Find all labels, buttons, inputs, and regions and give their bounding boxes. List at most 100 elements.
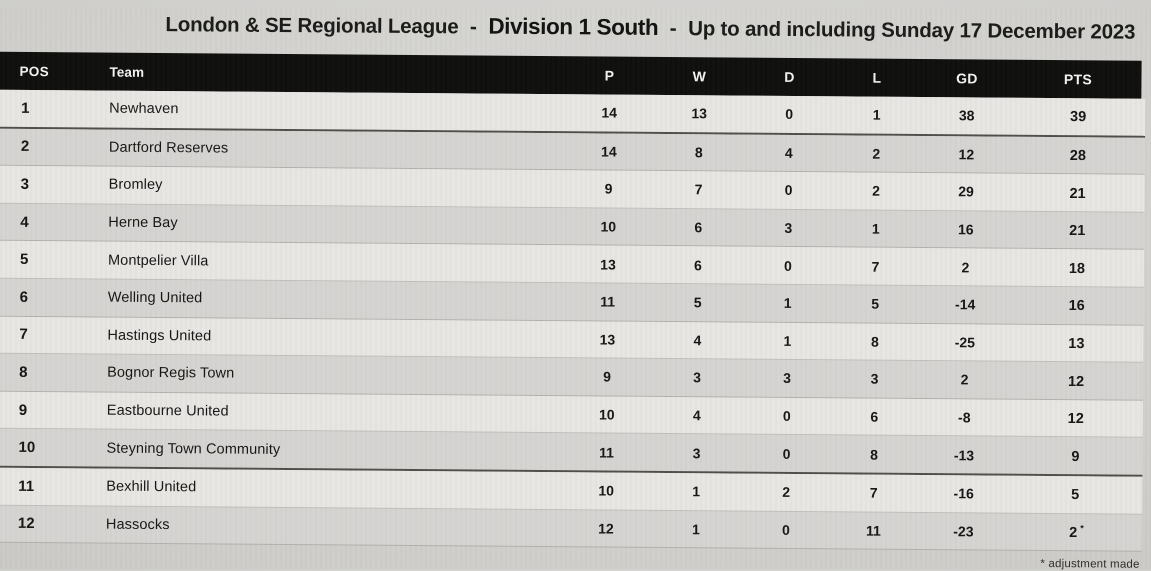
team-name-cell: Bognor Regis Town (87, 365, 562, 385)
header-lost: L (834, 69, 919, 86)
position-cell: 6 (0, 289, 88, 307)
points-value: 5 (1071, 487, 1079, 503)
goal-difference-cell: 38 (919, 107, 1014, 124)
team-name-cell: Newhaven (89, 101, 564, 121)
position-cell: 4 (0, 213, 88, 231)
header-won: W (654, 68, 744, 85)
table-body: 1 Newhaven 14 13 0 1 38 39 2 Dartford Re… (0, 90, 1145, 552)
points-cell: 2* (1011, 523, 1142, 542)
played-cell: 13 (563, 256, 653, 273)
team-name-cell: Dartford Reserves (89, 139, 564, 159)
points-cell: 12 (1012, 409, 1143, 428)
played-cell: 14 (564, 104, 654, 121)
won-cell: 7 (654, 181, 744, 198)
points-value: 21 (1069, 186, 1085, 202)
goal-difference-cell: -13 (916, 447, 1011, 464)
header-goal-difference: GD (919, 70, 1014, 87)
position-cell: 3 (0, 176, 89, 194)
goal-difference-cell: 29 (919, 183, 1014, 200)
position-cell: 1 (0, 100, 89, 118)
lost-cell: 7 (831, 485, 916, 502)
position-cell: 9 (0, 401, 87, 419)
lost-cell: 1 (833, 220, 918, 237)
team-name-cell: Hassocks (86, 516, 561, 536)
goal-difference-cell: -25 (917, 334, 1012, 351)
played-cell: 9 (564, 181, 654, 198)
position-cell: 2 (0, 138, 89, 156)
drawn-cell: 3 (742, 370, 832, 387)
position-cell: 12 (0, 515, 86, 533)
goal-difference-cell: -8 (917, 409, 1012, 426)
league-table-graphic: London & SE Regional League - Division 1… (0, 7, 1151, 571)
drawn-cell: 2 (741, 484, 831, 501)
lost-cell: 8 (832, 333, 917, 350)
goal-difference-cell: 12 (919, 146, 1014, 163)
points-adjustment-asterisk: * (1080, 523, 1084, 533)
drawn-cell: 0 (742, 408, 832, 425)
points-cell: 28 (1014, 146, 1145, 165)
points-cell: 21 (1013, 221, 1144, 240)
points-cell: 13 (1012, 334, 1143, 353)
won-cell: 3 (651, 445, 741, 462)
drawn-cell: 4 (744, 145, 834, 162)
points-value: 39 (1070, 109, 1086, 125)
points-cell: 12 (1012, 371, 1143, 390)
adjustment-footnote: * adjustment made (0, 550, 1148, 571)
points-value: 28 (1070, 148, 1086, 164)
lost-cell: 11 (831, 522, 916, 539)
title-separator-2: - (670, 17, 677, 40)
points-cell: 39 (1014, 107, 1145, 126)
won-cell: 4 (652, 407, 742, 424)
table-row: 12 Hassocks 12 1 0 11 -23 2* (0, 505, 1142, 552)
position-cell: 8 (0, 364, 87, 382)
position-cell: 10 (0, 439, 87, 457)
title-date-range: Up to and including Sunday 17 December 2… (688, 17, 1135, 44)
lost-cell: 3 (832, 371, 917, 388)
lost-cell: 1 (834, 107, 919, 124)
header-played: P (564, 67, 654, 84)
team-name-cell: Herne Bay (88, 215, 563, 235)
title-league-name: London & SE Regional League (165, 13, 458, 38)
points-cell: 5 (1011, 485, 1142, 504)
lost-cell: 6 (832, 408, 917, 425)
title-separator-1: - (470, 15, 477, 38)
lost-cell: 2 (834, 145, 919, 162)
drawn-cell: 0 (744, 182, 834, 199)
team-name-cell: Hastings United (87, 327, 562, 347)
points-value: 16 (1069, 298, 1085, 314)
won-cell: 5 (653, 294, 743, 311)
played-cell: 9 (562, 369, 652, 386)
played-cell: 11 (563, 293, 653, 310)
points-value: 12 (1068, 374, 1084, 390)
played-cell: 11 (561, 444, 651, 461)
won-cell: 8 (654, 144, 744, 161)
header-position: POS (0, 63, 90, 79)
lost-cell: 7 (833, 258, 918, 275)
goal-difference-cell: -16 (916, 485, 1011, 502)
page-title: London & SE Regional League - Division 1… (0, 7, 1151, 48)
header-drawn: D (744, 69, 834, 86)
drawn-cell: 1 (743, 295, 833, 312)
won-cell: 1 (651, 521, 741, 538)
drawn-cell: 1 (742, 332, 832, 349)
team-name-cell: Steyning Town Community (86, 440, 561, 460)
played-cell: 13 (562, 331, 652, 348)
drawn-cell: 3 (743, 220, 833, 237)
played-cell: 12 (561, 520, 651, 537)
goal-difference-cell: 2 (918, 259, 1013, 276)
played-cell: 10 (563, 218, 653, 235)
won-cell: 3 (652, 369, 742, 386)
team-name-cell: Bromley (89, 177, 564, 197)
team-name-cell: Eastbourne United (87, 403, 562, 423)
drawn-cell: 0 (744, 106, 834, 123)
team-name-cell: Welling United (88, 290, 563, 310)
title-division-name: Division 1 South (488, 14, 658, 40)
goal-difference-cell: -23 (916, 523, 1011, 540)
points-value: 12 (1068, 411, 1084, 427)
points-value: 18 (1069, 261, 1085, 277)
played-cell: 10 (561, 482, 651, 499)
goal-difference-cell: -14 (918, 296, 1013, 313)
team-name-cell: Bexhill United (86, 479, 561, 499)
won-cell: 6 (653, 257, 743, 274)
points-cell: 18 (1013, 258, 1144, 277)
